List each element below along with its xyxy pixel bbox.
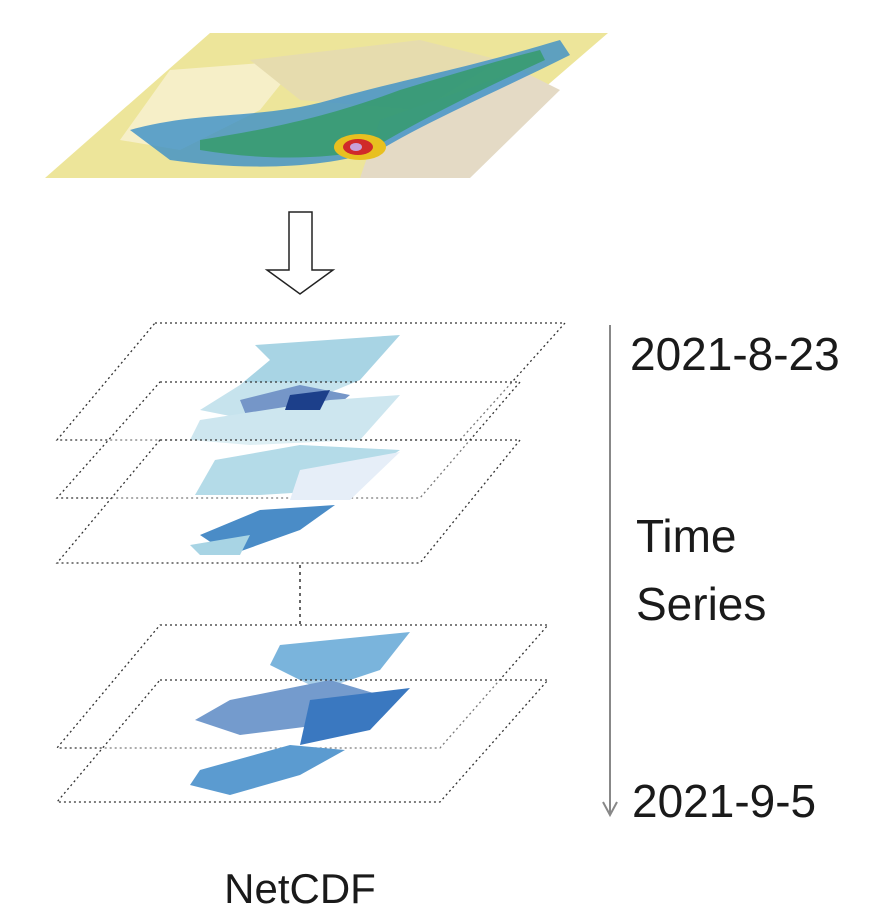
timeline: [602, 325, 618, 818]
time-label: Time: [636, 510, 737, 562]
start-date: 2021-8-23: [630, 328, 840, 380]
layer-stack: [55, 322, 567, 803]
end-date: 2021-9-5: [632, 775, 816, 827]
rainfall-map: [45, 33, 608, 178]
format-label: NetCDF: [224, 865, 376, 912]
series-label: Series: [636, 578, 766, 630]
down-arrow: [264, 211, 336, 295]
